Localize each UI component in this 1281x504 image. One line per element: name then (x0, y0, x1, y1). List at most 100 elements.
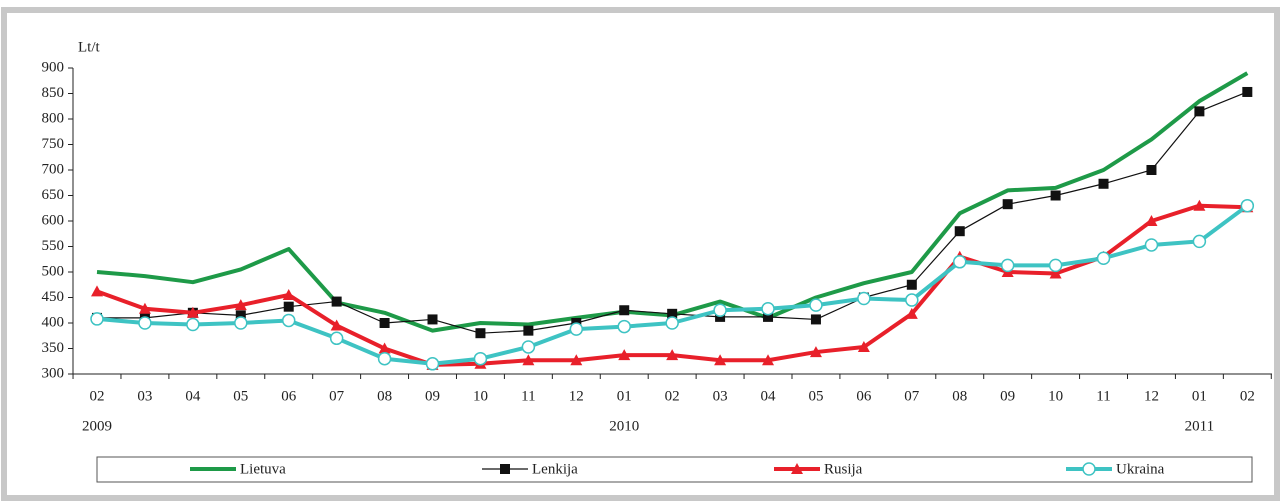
x-tick-label: 09 (1000, 388, 1015, 404)
marker (523, 325, 534, 336)
x-tick-label: 07 (329, 388, 345, 404)
marker (281, 313, 296, 328)
marker (619, 305, 630, 316)
marker (952, 255, 967, 269)
y-tick-label: 450 (42, 289, 65, 305)
marker (1144, 238, 1159, 252)
x-tick-label: 08 (952, 388, 967, 404)
marker (1192, 234, 1207, 249)
x-tick-label: 07 (904, 388, 920, 404)
marker (810, 314, 821, 325)
marker (1082, 462, 1096, 476)
marker (90, 312, 104, 326)
year-label: 2010 (609, 418, 639, 434)
marker (905, 293, 919, 307)
y-tick-label: 700 (42, 161, 65, 177)
marker (329, 331, 344, 346)
x-tick-label: 03 (713, 388, 728, 404)
marker (522, 354, 535, 366)
series-line (96, 204, 1249, 366)
x-tick-label: 01 (1192, 388, 1207, 404)
x-tick-label: 12 (569, 388, 584, 404)
x-tick-label: 04 (185, 388, 201, 404)
y-tick-label: 400 (42, 314, 65, 330)
legend-label: Lenkija (532, 461, 578, 477)
x-tick-label: 03 (137, 388, 152, 404)
marker (1098, 178, 1109, 189)
marker (521, 340, 536, 354)
marker (857, 340, 870, 352)
x-tick-label: 02 (90, 388, 105, 404)
marker (714, 354, 727, 366)
marker (235, 310, 246, 321)
x-tick-label: 01 (617, 388, 632, 404)
y-tick-label: 500 (42, 263, 65, 279)
y-tick-label: 300 (42, 365, 65, 381)
x-tick-label: 05 (808, 388, 823, 404)
y-tick-label: 850 (42, 85, 65, 101)
marker (1002, 199, 1013, 210)
y-tick-label: 550 (42, 238, 65, 254)
x-tick-label: 10 (473, 388, 488, 404)
marker (617, 319, 631, 334)
marker (713, 303, 727, 317)
x-tick-label: 11 (1096, 388, 1110, 404)
x-tick-label: 02 (1240, 388, 1255, 404)
marker (1145, 215, 1158, 226)
x-tick-label: 11 (521, 388, 535, 404)
marker (331, 296, 342, 307)
marker (282, 288, 295, 300)
marker (809, 346, 822, 358)
marker (1096, 251, 1111, 265)
x-tick-label: 09 (425, 388, 440, 404)
marker (857, 291, 871, 306)
marker (809, 298, 823, 312)
y-tick-label: 350 (42, 340, 65, 356)
x-tick-label: 12 (1144, 388, 1159, 404)
legend-label: Rusija (824, 461, 863, 477)
marker (91, 285, 103, 297)
marker (791, 463, 803, 474)
legend-label: Lietuva (240, 461, 286, 477)
marker (569, 322, 584, 336)
marker (1240, 198, 1255, 213)
marker (1193, 199, 1206, 211)
marker (905, 307, 918, 319)
y-tick-label: 650 (42, 187, 65, 203)
marker (473, 351, 488, 366)
marker (283, 301, 294, 312)
marker (234, 316, 248, 330)
x-tick-label: 08 (377, 388, 392, 404)
marker (427, 314, 438, 325)
marker (475, 328, 486, 339)
marker (1194, 106, 1205, 117)
marker (186, 306, 199, 318)
y-tick-label: 800 (42, 110, 65, 126)
marker (1050, 190, 1061, 201)
series-line (96, 203, 1248, 367)
marker (186, 317, 200, 332)
marker (138, 302, 151, 314)
frame (1, 7, 1280, 501)
marker (570, 354, 583, 366)
marker (954, 226, 965, 237)
legend-label: Ukraina (1116, 461, 1165, 477)
marker (665, 316, 679, 330)
marker (906, 279, 917, 290)
marker (762, 354, 775, 366)
legend (96, 456, 1253, 483)
marker (618, 349, 631, 361)
marker (1146, 165, 1157, 175)
marker (377, 351, 392, 366)
x-tick-label: 06 (281, 388, 297, 404)
marker (500, 464, 510, 474)
y-tick-label: 750 (42, 136, 65, 152)
marker (425, 357, 440, 371)
year-label: 2009 (82, 418, 112, 434)
x-tick-label: 06 (856, 388, 872, 404)
x-tick-label: 02 (665, 388, 680, 404)
y-tick-label: 900 (42, 59, 65, 75)
marker (763, 311, 774, 322)
year-label: 2011 (1185, 418, 1214, 434)
